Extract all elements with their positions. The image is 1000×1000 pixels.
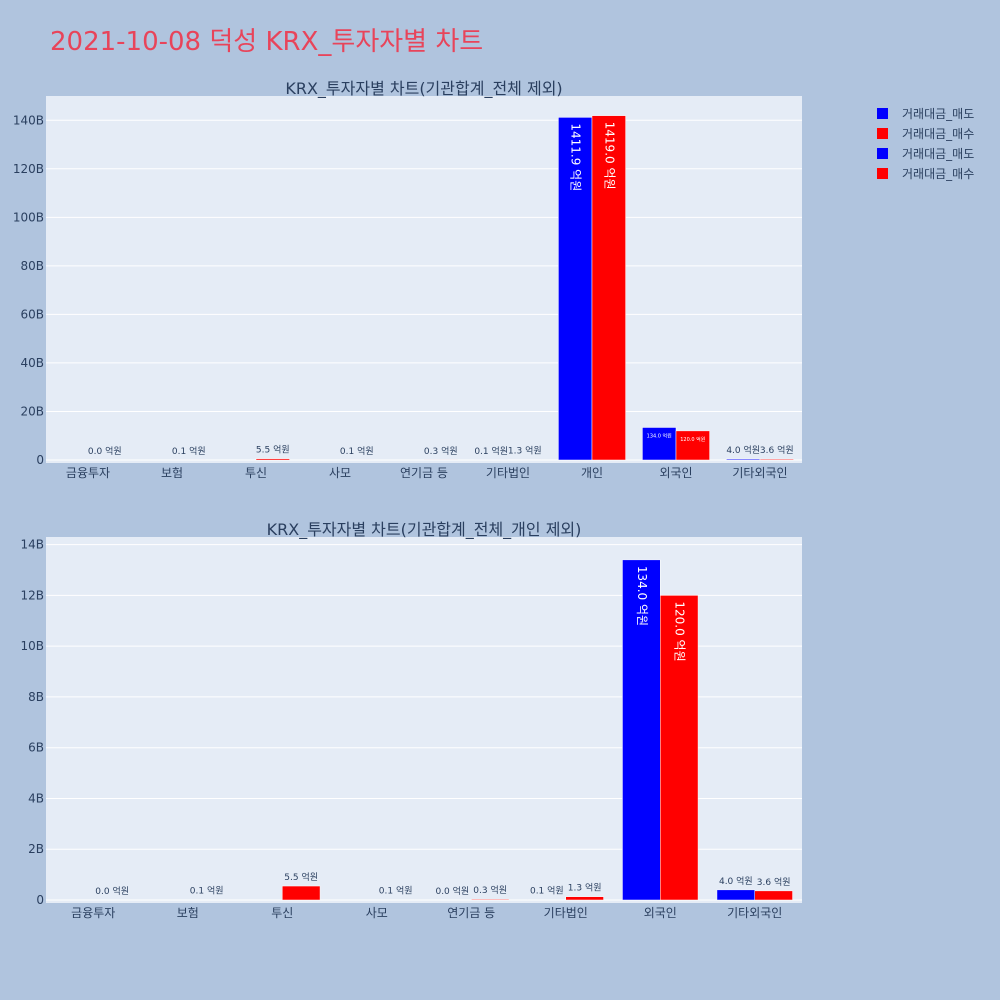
x-tick-label: 투신 — [245, 466, 267, 480]
bar-sell — [558, 117, 593, 461]
bar-sell — [642, 427, 677, 461]
chart-2: 0 2B 4B 6B 8B 10B 12B 14B KRX_투자자별 차트(기관합계_전체_개인… — [20, 520, 802, 920]
bar-label: 0.1 억원 — [474, 445, 508, 457]
x-tick-label: 기타외국인 — [727, 906, 782, 920]
plot-area — [46, 96, 802, 463]
y-tick-label: 12B — [20, 588, 44, 602]
x-tick-label: 보험 — [161, 466, 183, 480]
y-tick-label: 100B — [13, 210, 44, 224]
x-tick-label: 연기금 등 — [447, 906, 495, 920]
x-tick-label: 투신 — [271, 906, 293, 920]
bar-label: 4.0 억원 — [726, 444, 760, 456]
bar-sell — [726, 458, 761, 461]
y-tick-label: 60B — [20, 307, 44, 321]
y-tick-label: 6B — [28, 741, 44, 755]
bar-sell — [622, 559, 661, 901]
y-tick-label: 120B — [13, 162, 44, 176]
y-tick-label: 0 — [36, 453, 44, 467]
bar-buy — [675, 430, 710, 461]
legend-swatch — [877, 168, 888, 179]
y-tick-label: 80B — [20, 259, 44, 273]
bar-buy — [471, 898, 510, 901]
legend-label[interactable]: 거래대금_매도 — [902, 147, 974, 161]
chart-1: 0 20B 40B 60B 80B 100B 120B 140B KRX_투자자별 차트(기관합… — [13, 79, 802, 480]
x-tick-label: 개인 — [581, 466, 603, 480]
x-tick-label: 외국인 — [659, 466, 692, 480]
charts: 0 20B 40B 60B 80B 100B 120B 140B KRX_투자자별 차트(기관합… — [13, 79, 802, 920]
legend-swatch — [877, 148, 888, 159]
legend-label[interactable]: 거래대금_매수 — [902, 127, 974, 141]
bar-buy — [660, 595, 699, 901]
bar-label: 5.5 억원 — [284, 871, 318, 883]
y-tick-label: 14B — [20, 538, 44, 552]
bar-label: 4.0 억원 — [719, 875, 753, 887]
main-title: 2021-10-08 덕성 KRX_투자자별 차트 — [50, 27, 483, 57]
bar-label: 0.1 억원 — [379, 885, 413, 897]
bar-label: 1419.0 억원 — [602, 122, 616, 190]
bar-label: 1411.9 억원 — [569, 123, 583, 191]
y-tick-label: 40B — [20, 356, 44, 370]
bar-label: 3.6 억원 — [760, 444, 794, 456]
y-tick-label: 140B — [13, 113, 44, 127]
bar-label: 120.0 억원 — [673, 601, 687, 661]
y-tick-label: 4B — [28, 791, 44, 805]
y-tick-label: 0 — [36, 893, 44, 907]
bar-buy — [754, 890, 793, 901]
legend-label[interactable]: 거래대금_매도 — [902, 107, 974, 121]
bar-buy — [282, 885, 321, 901]
bar-label: 0.0 억원 — [435, 885, 469, 897]
bar-label: 0.3 억원 — [473, 884, 507, 896]
x-tick-label: 기타법인 — [486, 466, 530, 480]
x-tick-label: 기타법인 — [544, 906, 588, 920]
bar-label: 1.3 억원 — [568, 882, 602, 894]
bar-label: 0.3 억원 — [424, 445, 458, 457]
x-tick-label: 기타외국인 — [732, 466, 787, 480]
bar-sell — [716, 889, 756, 901]
bar-buy — [759, 458, 794, 461]
bar-label: 0.1 억원 — [340, 445, 374, 457]
bar-label: 134.0 억원 — [647, 432, 673, 439]
bar-buy — [565, 896, 604, 901]
y-tick-label: 20B — [20, 404, 44, 418]
bar-buy — [255, 458, 290, 461]
bar-label: 120.0 억원 — [680, 436, 706, 443]
y-tick-label: 2B — [28, 842, 44, 856]
legend-swatch — [877, 128, 888, 139]
y-tick-label: 10B — [20, 639, 44, 653]
x-tick-label: 외국인 — [644, 906, 677, 920]
subplot-title: KRX_투자자별 차트(기관합계_전체 제외) — [285, 79, 562, 99]
bar-buy — [591, 115, 626, 461]
x-tick-label: 사모 — [329, 466, 351, 480]
bar-label: 0.1 억원 — [190, 885, 224, 897]
x-tick-label: 금융투자 — [66, 466, 110, 480]
bar-label: 0.0 억원 — [95, 885, 129, 897]
y-tick-label: 8B — [28, 690, 44, 704]
x-tick-label: 금융투자 — [71, 906, 115, 920]
bar-label: 1.3 억원 — [508, 445, 542, 457]
bar-label: 0.0 억원 — [88, 445, 122, 457]
legend-label[interactable]: 거래대금_매수 — [902, 167, 974, 181]
x-tick-label: 보험 — [177, 906, 199, 920]
subplot-title: KRX_투자자별 차트(기관합계_전체_개인 제외) — [267, 520, 582, 540]
legend-swatch — [877, 108, 888, 119]
x-tick-label: 사모 — [366, 906, 388, 920]
bar-label: 3.6 억원 — [757, 876, 791, 888]
bar-label: 0.1 억원 — [172, 445, 206, 457]
bar-label: 0.1 억원 — [530, 885, 564, 897]
bar-label: 134.0 억원 — [635, 566, 649, 626]
bar-label: 5.5 억원 — [256, 444, 290, 456]
x-tick-label: 연기금 등 — [400, 466, 448, 480]
